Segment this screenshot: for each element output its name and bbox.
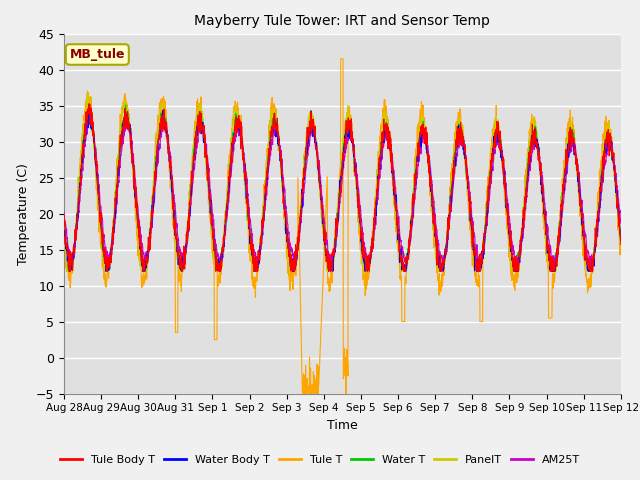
Title: Mayberry Tule Tower: IRT and Sensor Temp: Mayberry Tule Tower: IRT and Sensor Temp bbox=[195, 14, 490, 28]
Y-axis label: Temperature (C): Temperature (C) bbox=[17, 163, 30, 264]
Text: MB_tule: MB_tule bbox=[70, 48, 125, 61]
Legend: Tule Body T, Water Body T, Tule T, Water T, PanelT, AM25T: Tule Body T, Water Body T, Tule T, Water… bbox=[55, 451, 585, 469]
X-axis label: Time: Time bbox=[327, 419, 358, 432]
